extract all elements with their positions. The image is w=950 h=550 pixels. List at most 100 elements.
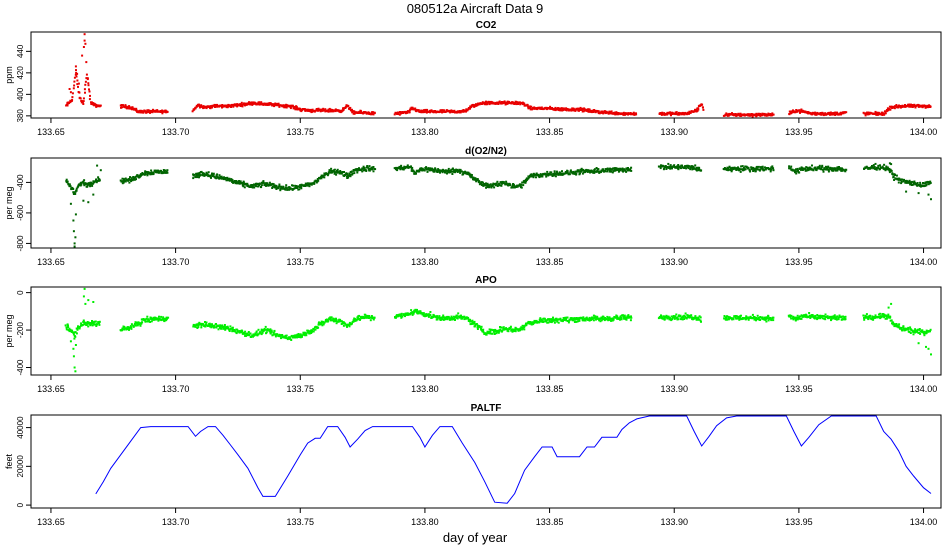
plot-frame xyxy=(30,31,942,119)
data-point xyxy=(606,170,609,173)
data-point xyxy=(563,318,566,321)
data-point xyxy=(750,166,753,169)
data-point xyxy=(460,170,463,173)
data-point xyxy=(874,316,877,319)
data-point xyxy=(728,317,730,320)
data-point xyxy=(863,316,865,319)
data-point xyxy=(83,179,86,182)
data-point xyxy=(503,100,506,103)
data-point xyxy=(833,314,836,317)
data-point xyxy=(879,312,882,315)
data-point xyxy=(127,326,130,329)
data-point xyxy=(213,326,216,328)
data-point xyxy=(82,97,85,100)
data-point xyxy=(702,106,704,109)
data-point xyxy=(479,326,482,329)
data-point xyxy=(440,169,443,172)
data-point xyxy=(359,169,362,172)
data-point xyxy=(204,325,207,328)
data-point xyxy=(839,315,842,318)
data-point xyxy=(454,171,457,174)
data-point xyxy=(205,107,208,110)
data-point xyxy=(568,173,571,176)
data-point xyxy=(587,110,590,112)
data-point xyxy=(365,166,368,169)
data-point xyxy=(372,113,375,116)
data-point xyxy=(607,317,610,320)
data-point xyxy=(306,184,309,187)
data-point xyxy=(249,103,252,106)
data-point xyxy=(272,331,275,334)
data-point xyxy=(491,101,493,104)
data-point xyxy=(373,112,376,115)
data-point xyxy=(140,321,143,324)
data-point xyxy=(65,326,68,329)
data-point xyxy=(538,319,541,322)
data-point xyxy=(394,316,397,319)
data-point xyxy=(809,317,812,319)
data-point xyxy=(279,334,282,337)
data-point xyxy=(822,168,824,171)
data-point xyxy=(85,73,88,76)
data-point xyxy=(628,316,631,319)
data-point xyxy=(872,317,875,320)
data-point xyxy=(530,173,533,176)
data-point xyxy=(328,107,331,110)
data-point xyxy=(87,182,90,185)
data-point xyxy=(457,315,460,318)
data-point xyxy=(842,315,844,318)
data-point xyxy=(571,107,574,110)
data-point xyxy=(599,320,602,323)
data-point xyxy=(224,178,227,181)
data-point xyxy=(224,326,227,329)
data-point xyxy=(470,174,473,176)
data-point xyxy=(613,111,616,114)
data-point xyxy=(296,186,299,189)
data-point xyxy=(138,322,141,325)
data-point xyxy=(73,80,76,83)
data-point xyxy=(410,167,413,170)
data-point xyxy=(237,104,240,106)
data-point xyxy=(512,183,515,186)
data-point xyxy=(83,287,86,290)
data-point xyxy=(607,112,610,115)
data-point xyxy=(526,104,529,107)
data-point xyxy=(665,314,668,317)
data-point xyxy=(121,106,123,109)
data-point xyxy=(196,176,199,179)
data-point xyxy=(318,321,320,324)
data-point xyxy=(498,184,501,187)
data-point xyxy=(681,318,684,321)
data-point xyxy=(337,109,340,112)
data-point xyxy=(480,184,483,186)
data-point xyxy=(808,168,811,171)
data-point xyxy=(798,171,801,174)
data-point xyxy=(133,108,136,111)
data-point xyxy=(347,176,350,179)
data-point xyxy=(818,164,821,167)
data-point xyxy=(562,108,565,111)
data-point xyxy=(327,110,330,113)
x-tick-label: 133.90 xyxy=(660,517,688,527)
data-point xyxy=(360,110,362,113)
data-point xyxy=(368,315,371,317)
data-point xyxy=(693,167,696,170)
data-point xyxy=(449,171,452,174)
data-point xyxy=(930,353,932,356)
data-point xyxy=(359,318,361,321)
data-point xyxy=(727,169,730,172)
data-point xyxy=(818,166,821,168)
data-point xyxy=(322,107,325,110)
data-point xyxy=(580,167,583,170)
data-point xyxy=(436,169,439,172)
data-point xyxy=(82,46,85,48)
data-point xyxy=(663,112,666,115)
data-point xyxy=(541,175,544,178)
data-point xyxy=(227,327,230,330)
data-point xyxy=(902,325,905,328)
data-point xyxy=(264,182,267,185)
data-point xyxy=(455,314,458,317)
data-point xyxy=(249,332,252,335)
data-point xyxy=(91,182,94,185)
data-point xyxy=(739,112,742,115)
